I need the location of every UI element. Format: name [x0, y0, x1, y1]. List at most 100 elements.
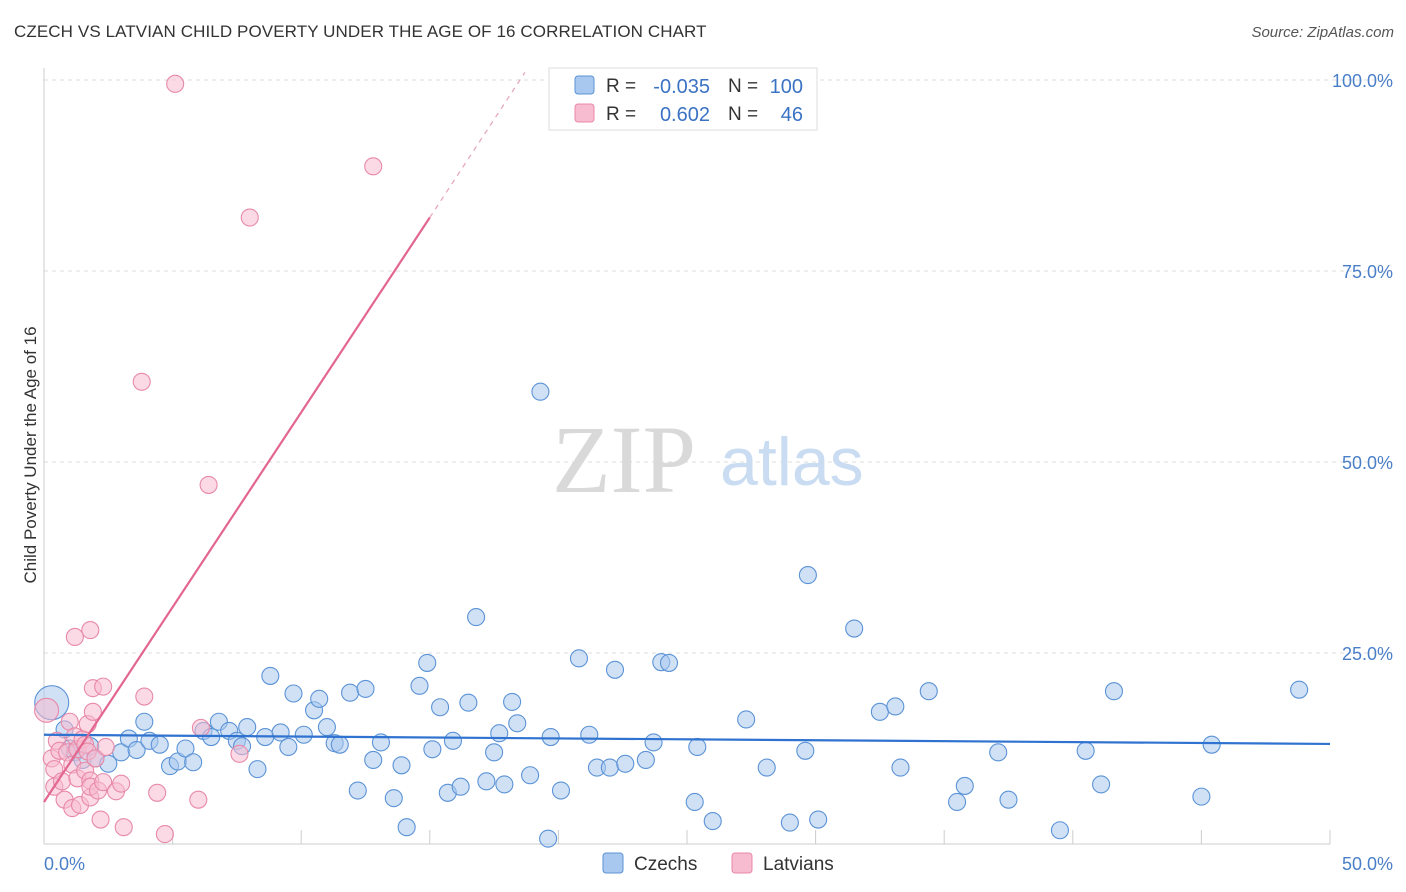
latvian-point — [240, 208, 259, 227]
chart-title: CZECH VS LATVIAN CHILD POVERTY UNDER THE… — [14, 22, 707, 41]
czech-point — [1076, 741, 1095, 760]
czech-point — [150, 735, 169, 754]
legend-swatch-latvians — [574, 103, 595, 123]
trend-lines — [43, 72, 1331, 803]
latvian-point — [166, 74, 185, 93]
latvian-point — [96, 737, 115, 757]
czech-point — [1092, 775, 1111, 794]
legend-r-value-czechs: -0.035 — [653, 76, 710, 98]
czech-point — [384, 789, 403, 808]
czech-point — [317, 718, 336, 737]
czech-point — [757, 758, 776, 777]
y-tick-label: 75.0% — [1342, 262, 1393, 282]
latvian-point — [86, 749, 105, 768]
czech-point — [341, 683, 360, 702]
czech-point — [261, 666, 280, 685]
czech-point — [451, 777, 470, 796]
czech-point — [431, 698, 450, 717]
czech-point — [999, 790, 1018, 809]
latvian-point — [199, 475, 218, 494]
legend-n-label-czechs: N = — [728, 76, 758, 97]
legend-r-value-latvians: 0.602 — [660, 104, 710, 126]
legend-bottom-label-czechs: Czechs — [634, 854, 697, 875]
czech-point — [184, 753, 203, 772]
czech-point — [886, 697, 905, 716]
czech-point — [600, 758, 619, 777]
legend-r-label-czechs: R = — [606, 76, 636, 97]
czech-point — [809, 810, 828, 829]
czech-point — [392, 756, 411, 775]
czech-point — [539, 829, 558, 848]
legend-bottom: Czechs Latvians — [602, 852, 834, 875]
czech-point — [1104, 682, 1124, 701]
legend-bottom-swatch-czechs — [602, 852, 624, 874]
czech-point — [294, 725, 313, 744]
czech-point — [636, 750, 655, 770]
czech-point — [659, 653, 679, 672]
legend-n-value-czechs: 100 — [770, 76, 803, 98]
trend-line-latvians-extension — [429, 72, 526, 218]
czech-point — [485, 743, 504, 762]
latvian-point — [83, 702, 102, 721]
czech-point — [459, 693, 478, 712]
czech-point — [508, 714, 527, 733]
czech-point — [503, 692, 522, 711]
czech-point — [1192, 787, 1211, 806]
czech-point — [418, 653, 437, 672]
czech-point — [397, 818, 416, 837]
czech-point — [364, 750, 383, 770]
trend-line-czechs — [43, 733, 1331, 746]
czech-point — [284, 684, 303, 703]
latvian-point — [94, 773, 113, 792]
czech-point — [605, 660, 625, 679]
czech-point — [569, 649, 589, 668]
czech-point — [135, 712, 154, 731]
legend-top: R = -0.035 N = 100 R = 0.602 N = 46 — [548, 67, 818, 131]
czech-point — [1050, 821, 1069, 840]
x-tick-label-max: 50.0% — [1342, 854, 1393, 874]
latvian-point — [364, 157, 383, 176]
czech-point — [127, 740, 146, 760]
latvian-point — [34, 697, 60, 723]
latvian-point — [114, 818, 133, 837]
czech-point — [580, 725, 599, 744]
y-tick-labels: 25.0% 50.0% 75.0% 100.0% — [1332, 71, 1393, 664]
latvian-point — [65, 627, 84, 647]
czech-point — [310, 689, 329, 708]
czech-point — [703, 812, 722, 831]
czech-point — [495, 775, 514, 794]
czech-point — [330, 735, 349, 754]
czech-point — [467, 608, 486, 627]
czech-point — [356, 679, 375, 698]
czech-point — [845, 619, 864, 638]
watermark: ZIP atlas — [552, 406, 864, 513]
czech-point — [616, 754, 635, 773]
czech-point — [870, 702, 889, 721]
series-czechs — [34, 382, 1309, 848]
latvian-point — [91, 810, 110, 829]
czech-point — [248, 760, 267, 779]
watermark-atlas: atlas — [720, 424, 864, 500]
czech-point — [477, 772, 496, 791]
czech-point — [531, 382, 550, 401]
czech-point — [490, 724, 509, 743]
latvian-point — [230, 744, 249, 763]
czech-point — [238, 718, 257, 737]
czech-point — [798, 566, 817, 585]
latvian-point — [189, 790, 208, 809]
legend-r-label-latvians: R = — [606, 104, 636, 125]
czech-point — [1202, 735, 1221, 754]
latvian-point — [191, 718, 210, 737]
watermark-zip: ZIP — [552, 406, 696, 513]
y-axis-title: Child Poverty Under the Age of 16 — [21, 326, 40, 583]
czech-point — [348, 781, 367, 800]
latvian-point — [94, 677, 113, 696]
czech-point — [688, 737, 707, 757]
legend-swatch-czechs — [574, 75, 595, 95]
series-latvians — [34, 74, 383, 844]
czech-point — [955, 776, 974, 795]
latvian-point — [135, 687, 154, 706]
latvian-point — [112, 774, 131, 793]
legend-bottom-label-latvians: Latvians — [763, 854, 834, 875]
